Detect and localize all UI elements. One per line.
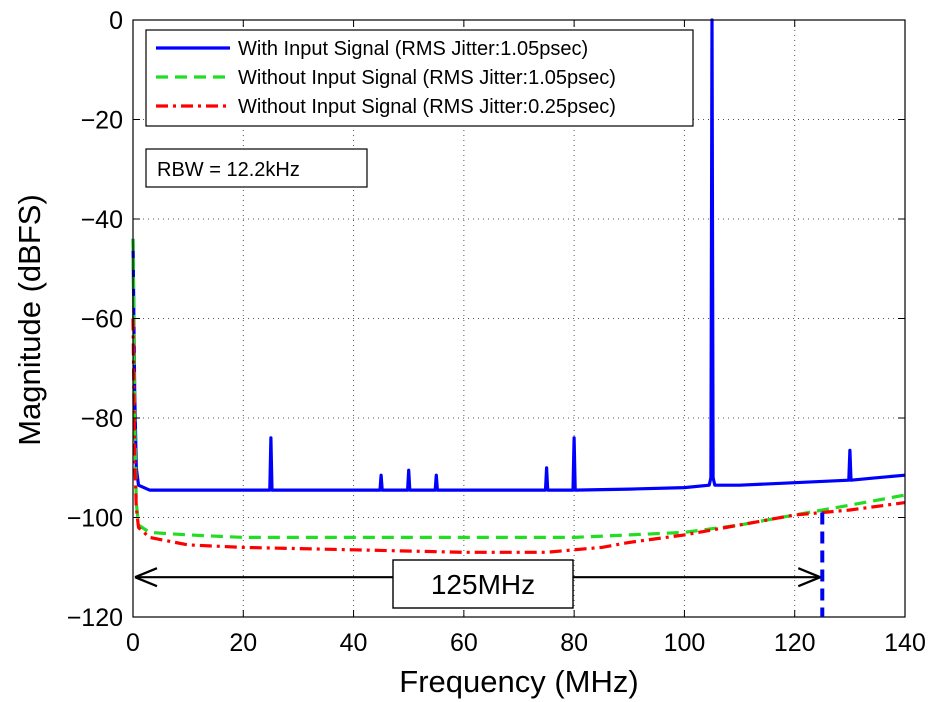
y-tick-label: −120	[67, 604, 123, 632]
rbw-label: RBW = 12.2kHz	[157, 159, 300, 181]
x-tick-label: 0	[126, 629, 140, 657]
span-label-box	[392, 559, 574, 609]
x-tick-label: 20	[229, 629, 257, 657]
y-tick-label: −100	[67, 505, 123, 533]
axis-ticks: 0 20 40 60 80 100 120 140 −120 −100 −80 −60 −40 −20 0	[67, 7, 926, 657]
annotations: 125MHz RBW = 12.2kHz	[134, 148, 825, 617]
x-tick-label: 80	[560, 629, 588, 657]
axes-frame	[132, 19, 906, 618]
span-arrow-head-right	[797, 567, 821, 588]
y-tick-label: −80	[81, 405, 123, 433]
x-tick-label: 120	[774, 629, 816, 657]
x-tick-label: 140	[884, 629, 926, 657]
rbw-box	[145, 148, 368, 188]
plot-area	[131, 18, 906, 554]
y-axis-label: Magnitude (dBFS)	[12, 194, 47, 446]
legend-entry: With Input Signal (RMS Jitter:1.05psec)	[238, 38, 588, 60]
y-tick-label: −60	[81, 306, 123, 334]
legend-entry: Without Input Signal (RMS Jitter:1.05pse…	[238, 67, 616, 89]
x-tick-label: 60	[450, 629, 478, 657]
x-tick-label: 40	[340, 629, 368, 657]
y-tick-label: −40	[81, 206, 123, 234]
x-axis-label: Frequency (MHz)	[399, 664, 638, 699]
legend-entry: Without Input Signal (RMS Jitter:0.25pse…	[238, 96, 616, 118]
span-arrow-head-left	[134, 567, 158, 588]
legend: With Input Signal (RMS Jitter:1.05psec) W…	[145, 29, 694, 127]
y-tick-label: −20	[81, 107, 123, 135]
legend-box	[145, 29, 694, 127]
y-tick-label: 0	[109, 7, 123, 35]
series-line-3	[131, 318, 906, 554]
x-tick-label: 100	[664, 629, 706, 657]
series-line-1	[131, 18, 906, 492]
span-label: 125MHz	[431, 569, 535, 600]
